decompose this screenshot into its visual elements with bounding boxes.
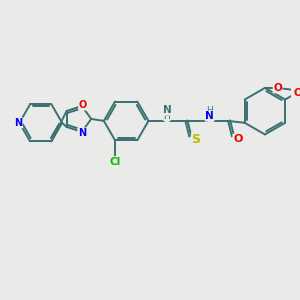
Text: O: O <box>79 100 87 110</box>
Text: H: H <box>164 112 170 121</box>
Text: O: O <box>273 83 282 93</box>
Text: N: N <box>205 111 214 121</box>
Text: N: N <box>14 118 22 128</box>
Text: N: N <box>78 128 86 138</box>
Text: O: O <box>233 134 242 144</box>
Text: H: H <box>206 106 213 115</box>
Text: Cl: Cl <box>110 157 121 166</box>
Text: O: O <box>293 88 300 98</box>
Text: S: S <box>191 133 200 146</box>
Text: N: N <box>163 105 171 115</box>
